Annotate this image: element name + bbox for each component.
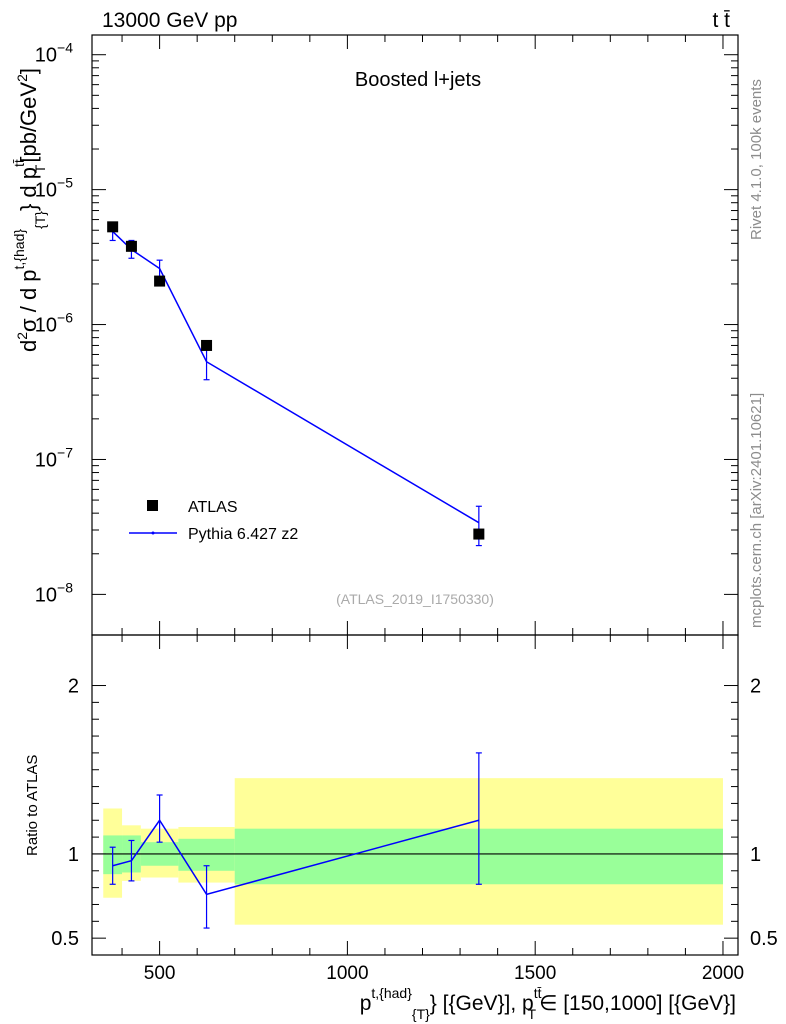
legend-atlas-marker — [147, 500, 158, 511]
atlas-data-point — [201, 339, 213, 351]
svg-text:d2σ / d pt,{had}{T}} d ptt̄T: d2σ / d pt,{had}{T}} d ptt̄T[pb/GeV2] — [11, 68, 48, 352]
ratio-x-tick-label: 1000 — [326, 963, 368, 984]
svg-text:pt,{had}{T}} [{GeV}], ptt̄T∈ [: pt,{had}{T}} [{GeV}], ptt̄ T ∈ [150,1000] … — [360, 985, 736, 1022]
ratio-bands — [103, 778, 723, 925]
main-y-axis: 10−810−710−610−510−4 — [35, 40, 738, 606]
ratio-x-tick-label: 1500 — [514, 963, 556, 984]
ratio-frame — [91, 634, 739, 956]
main-y-axis-label: d2σ / d pt,{had}{T}} d ptt̄T[pb/GeV2] — [11, 68, 48, 352]
x-axis-label: pt,{had}{T}} [{GeV}], ptt̄ T ∈ [150,1000] … — [360, 985, 736, 1022]
legend: ATLAS Pythia 6.427 z2 — [129, 499, 298, 543]
mcplots-source-label: mcplots.cern.ch [arXiv:2401.10621] — [748, 393, 765, 628]
atlas-data-point — [125, 240, 137, 252]
atlas-data-point — [154, 275, 166, 287]
ratio-x-tick-label: 500 — [144, 963, 176, 984]
process-label: t t̄ — [712, 9, 730, 32]
legend-atlas-label: ATLAS — [188, 499, 238, 516]
pythia-line — [112, 230, 480, 524]
atlas-data-point — [107, 221, 119, 233]
ratio-x-tick-label: 2000 — [702, 963, 744, 984]
rivet-version-label: Rivet 4.1.0, 100k events — [748, 79, 765, 240]
main-frame — [91, 34, 739, 636]
main-y-tick-label: 10−7 — [35, 444, 73, 471]
ratio-y-tick-label-right: 2 — [750, 676, 761, 698]
main-panel: 10−810−710−610−510−4 Boosted l+jets (ATL… — [11, 34, 739, 636]
ratio-marks — [92, 752, 738, 929]
main-x-ticks — [121, 35, 724, 635]
legend-pythia-label: Pythia 6.427 z2 — [188, 526, 298, 543]
atlas-data-point — [473, 528, 485, 540]
ratio-y-tick-label: 2 — [68, 676, 79, 698]
ratio-y-tick-label: 0.5 — [51, 928, 79, 950]
ratio-y-tick-label-right: 1 — [750, 844, 761, 866]
legend-pythia-dot — [151, 531, 155, 535]
analysis-watermark: (ATLAS_2019_I1750330) — [336, 591, 494, 607]
ratio-y-tick-label: 1 — [68, 844, 79, 866]
chart-title: Boosted l+jets — [355, 69, 481, 91]
ratio-y-tick-label-right: 0.5 — [750, 928, 778, 950]
ratio-y-axis: 0.5 0.5 1 1 2 2 — [51, 676, 778, 951]
energy-label: 13000 GeV pp — [102, 9, 237, 32]
main-y-tick-label: 10−4 — [35, 40, 73, 67]
ratio-panel: 0.5 0.5 1 1 2 2 500 1000 1500 2000 Ratio to ATLA… — [24, 634, 778, 984]
main-y-tick-label: 10−8 — [35, 579, 73, 606]
ratio-y-axis-label: Ratio to ATLAS — [24, 755, 41, 856]
main-marks — [107, 221, 485, 547]
ratio-x-axis: 500 1000 1500 2000 — [121, 635, 744, 984]
